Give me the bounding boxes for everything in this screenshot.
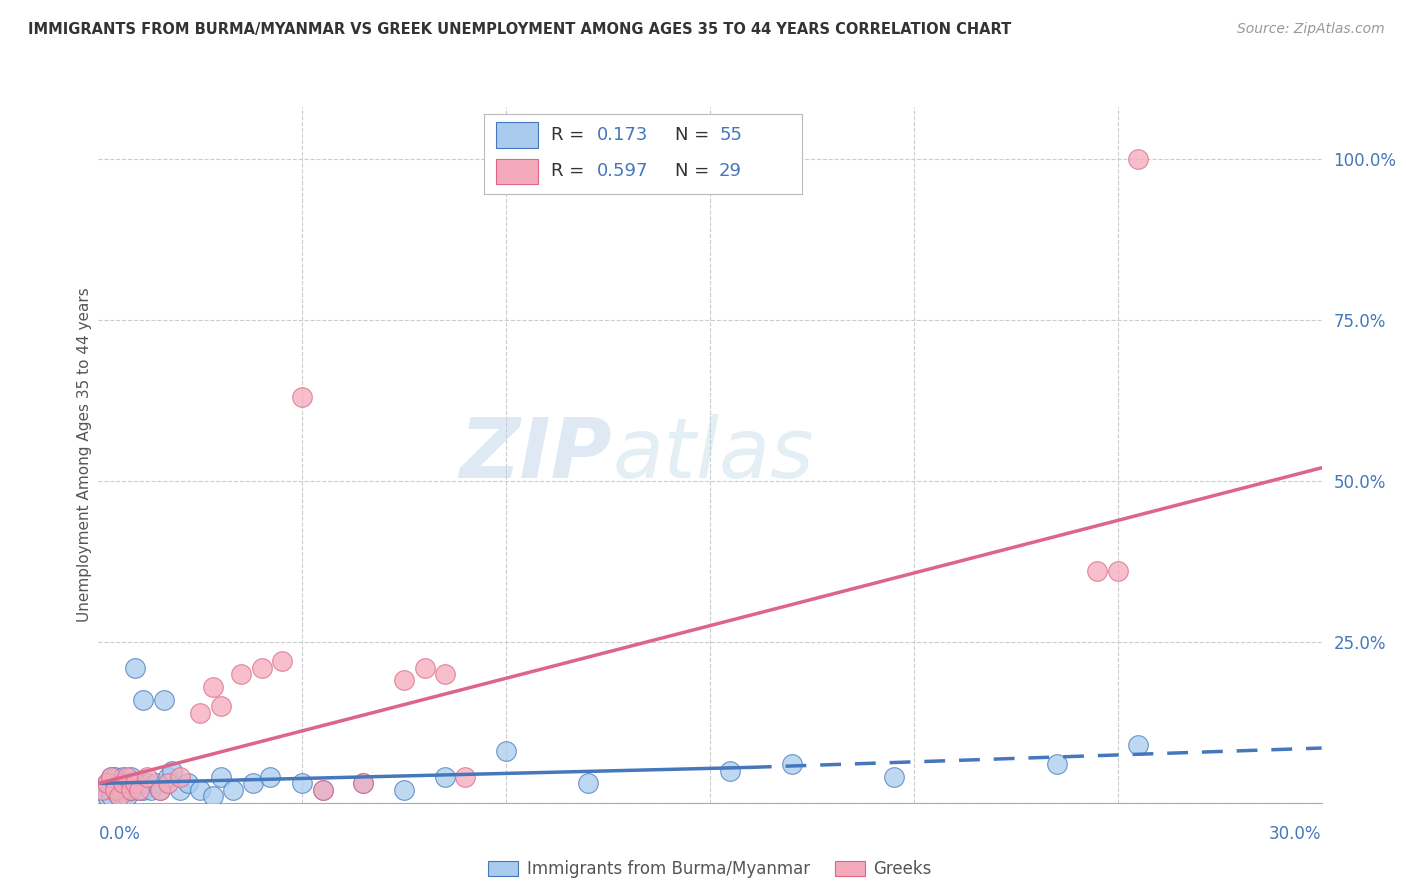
Point [209,699,232,714]
Text: IMMIGRANTS FROM BURMA/MYANMAR VS GREEK UNEMPLOYMENT AMONG AGES 35 TO 44 YEARS CO: IMMIGRANTS FROM BURMA/MYANMAR VS GREEK U… [28,22,1011,37]
Point [188,783,212,797]
Point [883,770,905,784]
Point [250,660,273,674]
Point [96,776,118,790]
Point [100,789,122,804]
Point [352,776,374,790]
Point [96,776,118,790]
Point [156,776,179,790]
Point [259,770,281,784]
Point [149,783,172,797]
Point [312,783,335,797]
Point [91,783,114,797]
Point [128,783,150,797]
Point [209,770,232,784]
Point [120,776,142,790]
Point [156,770,179,784]
Text: 30.0%: 30.0% [1270,825,1322,843]
Point [222,783,245,797]
Point [120,783,142,797]
Point [128,776,150,790]
Point [136,776,159,790]
Point [132,783,155,797]
Point [111,783,134,797]
Point [1107,564,1129,578]
Text: 0.0%: 0.0% [98,825,141,843]
Point [108,789,131,804]
Legend: Immigrants from Burma/Myanmar, Greeks: Immigrants from Burma/Myanmar, Greeks [482,854,938,885]
Point [413,660,436,674]
Point [780,757,803,772]
Point [352,776,374,790]
Point [108,783,131,797]
Point [128,783,150,797]
Point [100,770,122,784]
Point [120,783,142,797]
Point [576,776,599,790]
Point [1128,738,1150,752]
Point [270,654,294,668]
Point [96,789,118,804]
Point [111,776,134,790]
Point [108,776,131,790]
Point [100,770,122,784]
Point [291,776,314,790]
Point [434,770,457,784]
Point [132,692,155,706]
Point [720,764,742,778]
Point [141,783,163,797]
Point [291,390,314,404]
Point [104,770,127,784]
Point [149,783,172,797]
Point [242,776,264,790]
Point [145,776,167,790]
Point [434,667,457,681]
Point [124,776,146,790]
Point [124,660,146,674]
Point [1085,564,1108,578]
Point [160,764,183,778]
Point [188,706,212,720]
Point [108,783,131,797]
Point [177,776,200,790]
Point [392,673,416,688]
Point [104,783,127,797]
Point [120,770,142,784]
Point [124,776,146,790]
Point [104,776,127,790]
Point [201,680,224,694]
Point [312,783,335,797]
Text: Source: ZipAtlas.com: Source: ZipAtlas.com [1237,22,1385,37]
Text: ZIP: ZIP [460,415,612,495]
Point [1045,757,1069,772]
Point [169,770,191,784]
Point [91,783,114,797]
Point [136,770,159,784]
Point [115,783,138,797]
Point [115,776,138,790]
Point [108,789,131,804]
Point [392,783,416,797]
Point [454,770,477,784]
Point [201,789,224,804]
Text: atlas: atlas [612,415,814,495]
Point [152,692,174,706]
Point [111,789,134,804]
Point [100,783,122,797]
Point [115,770,138,784]
Point [1128,152,1150,166]
Point [104,783,127,797]
Point [115,789,138,804]
Point [169,783,191,797]
Y-axis label: Unemployment Among Ages 35 to 44 years: Unemployment Among Ages 35 to 44 years [77,287,91,623]
Point [495,744,517,758]
Point [111,770,134,784]
Point [231,667,253,681]
